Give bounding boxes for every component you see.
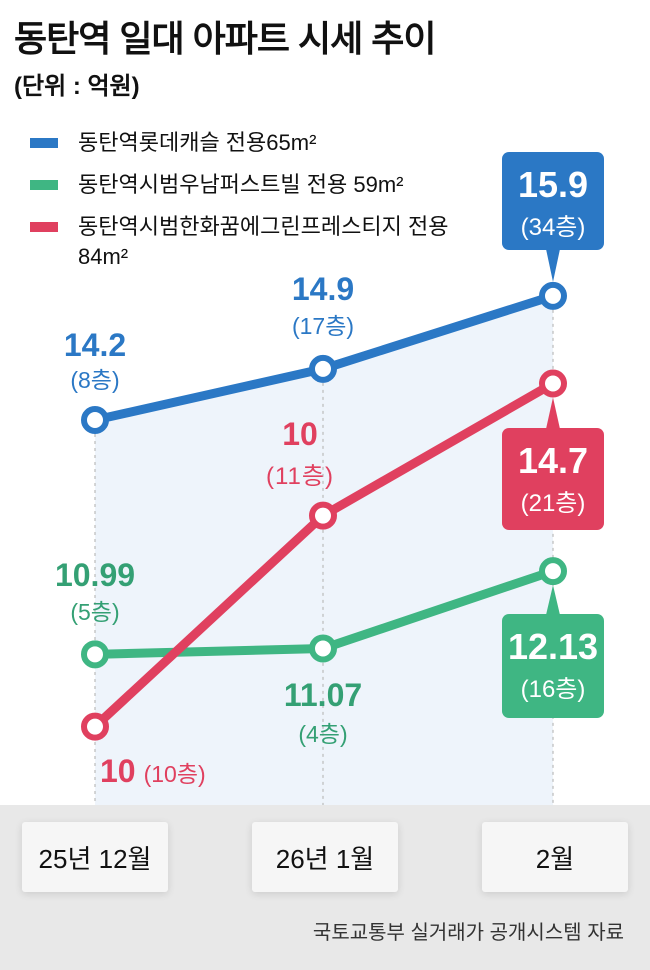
data-label: 14.2 [64,327,126,363]
data-point [309,634,337,663]
legend-label: 동탄역시범한화꿈에그린프레스티지 전용84m² [78,214,449,269]
data-point [539,281,567,310]
x-tick-label: 26년 1월 [252,822,398,892]
floor-label: (16층) [521,676,586,703]
source-note: 국토교통부 실거래가 공개시스템 자료 [312,922,624,944]
data-point [81,712,109,741]
callout-pointer [546,585,560,615]
chart-title: 동탄역 일대 아파트 시세 추이 [14,18,436,59]
legend-swatch-blue [30,138,58,148]
data-label: 15.9 [518,164,588,205]
floor-label: (4층) [298,721,347,747]
data-label: 10.99 [55,557,135,593]
floor-label: (17층) [292,313,354,339]
data-point [309,501,337,530]
legend-label: 동탄역롯데캐슬 전용65m² [78,130,317,155]
floor-label: (34층) [521,214,586,241]
callout-pointer [546,397,560,429]
x-tick-label: 2월 [482,822,628,892]
callout-pointer [546,249,560,282]
unit-label: (단위 : 억원) [14,73,140,100]
data-label: 11.07 [284,677,362,713]
floor-label: (21층) [521,490,586,517]
data-label: 10 (10층) [100,753,206,789]
blue-area-fill [95,295,553,805]
legend-swatch-red [30,222,58,232]
legend-swatch-green [30,180,58,190]
data-label: 12.13 [508,626,598,667]
data-point [309,354,337,383]
x-tick-label: 25년 12월 [22,822,168,892]
data-point [81,406,109,434]
callout-box [502,614,604,718]
legend-item: 동탄역시범한화꿈에그린프레스티지 전용84m² [30,212,458,272]
data-point [81,640,109,669]
legend-label: 동탄역시범우남퍼스트빌 전용 59m² [78,172,404,197]
data-point [539,557,567,586]
floor-label: (10층) [144,761,206,787]
legend-item: 동탄역롯데캐슬 전용65m² [30,128,458,158]
legend: 동탄역롯데캐슬 전용65m² 동탄역시범우남퍼스트빌 전용 59m² 동탄역시범… [30,128,458,284]
data-label: 14.7 [518,440,588,481]
data-label-value: 10 [100,753,136,789]
callout-box [502,428,604,530]
data-label: 14.9 [292,271,354,307]
floor-label: (8층) [70,367,119,393]
floor-label: (5층) [70,599,119,625]
data-label: 10 [282,416,318,452]
legend-item: 동탄역시범우남퍼스트빌 전용 59m² [30,170,458,200]
data-point [539,369,567,398]
callout-box [502,152,604,250]
floor-label: (11층) [266,463,334,490]
